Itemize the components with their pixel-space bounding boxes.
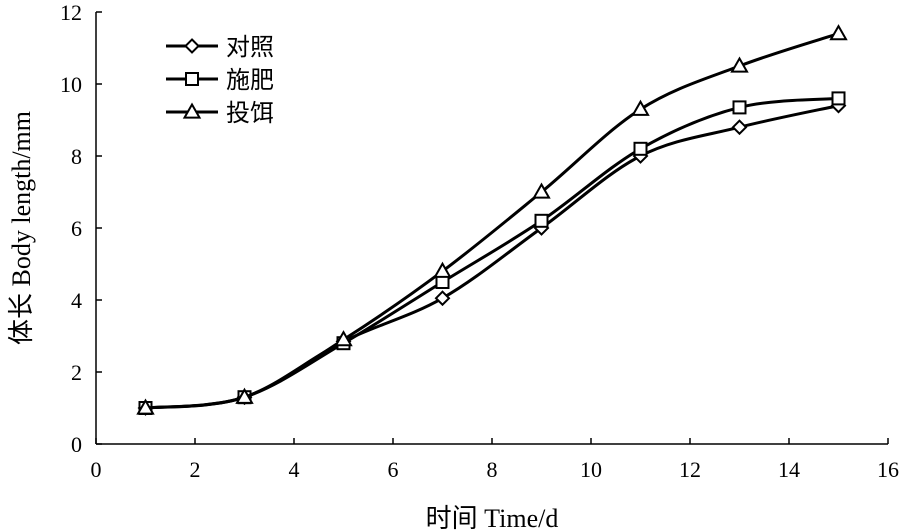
triangle-point	[829, 24, 848, 41]
legend-label: 投饵	[226, 100, 274, 127]
x-tick-label: 12	[679, 457, 701, 482]
axes	[95, 12, 888, 445]
y-tick-label: 4	[71, 288, 82, 313]
square-point	[534, 213, 549, 228]
triangle-point	[631, 99, 650, 116]
legend-label: 对照	[226, 34, 274, 61]
triangle-point	[136, 398, 155, 415]
x-tick-label: 10	[580, 457, 602, 482]
y-tick-label: 6	[71, 216, 82, 241]
triangle-point	[334, 330, 353, 347]
series-line	[145, 96, 839, 410]
legend-triangle-marker	[182, 102, 202, 119]
x-tick-label: 0	[91, 457, 102, 482]
diamond-point	[731, 119, 748, 136]
triangle-point	[532, 182, 551, 199]
series-diamond	[137, 97, 847, 416]
legend-diamond-marker	[184, 38, 200, 54]
square-point	[831, 91, 846, 106]
series-line	[145, 32, 839, 410]
x-tick-label: 16	[877, 457, 899, 482]
x-axis-title: 时间 Time/d	[426, 504, 559, 531]
y-tick-label: 12	[60, 0, 82, 25]
legend-square-marker	[185, 72, 199, 86]
y-tick-label: 0	[71, 432, 82, 457]
y-axis-title: 体长 Body length/mm	[7, 111, 36, 345]
y-ticks: 0 2 4 6 8 10 12	[60, 0, 102, 457]
x-tick-label: 14	[778, 457, 800, 482]
y-tick-label: 8	[71, 144, 82, 169]
x-tick-label: 4	[289, 457, 300, 482]
square-point	[633, 141, 648, 156]
series-line	[145, 104, 839, 410]
triangle-point	[433, 261, 452, 278]
diamond-point	[434, 290, 451, 307]
series-square	[138, 91, 846, 415]
triangle-point	[730, 56, 749, 73]
x-tick-label: 8	[487, 457, 498, 482]
y-tick-label: 10	[60, 72, 82, 97]
series-layer	[136, 24, 848, 416]
square-point	[732, 100, 747, 115]
x-tick-label: 2	[190, 457, 201, 482]
legend-label: 施肥	[226, 67, 274, 94]
series-triangle	[136, 24, 848, 415]
triangle-point	[235, 387, 254, 404]
x-tick-label: 6	[388, 457, 399, 482]
y-tick-label: 2	[71, 360, 82, 385]
x-ticks: 0 2 4 6 8 10 12 14 16	[91, 438, 899, 482]
